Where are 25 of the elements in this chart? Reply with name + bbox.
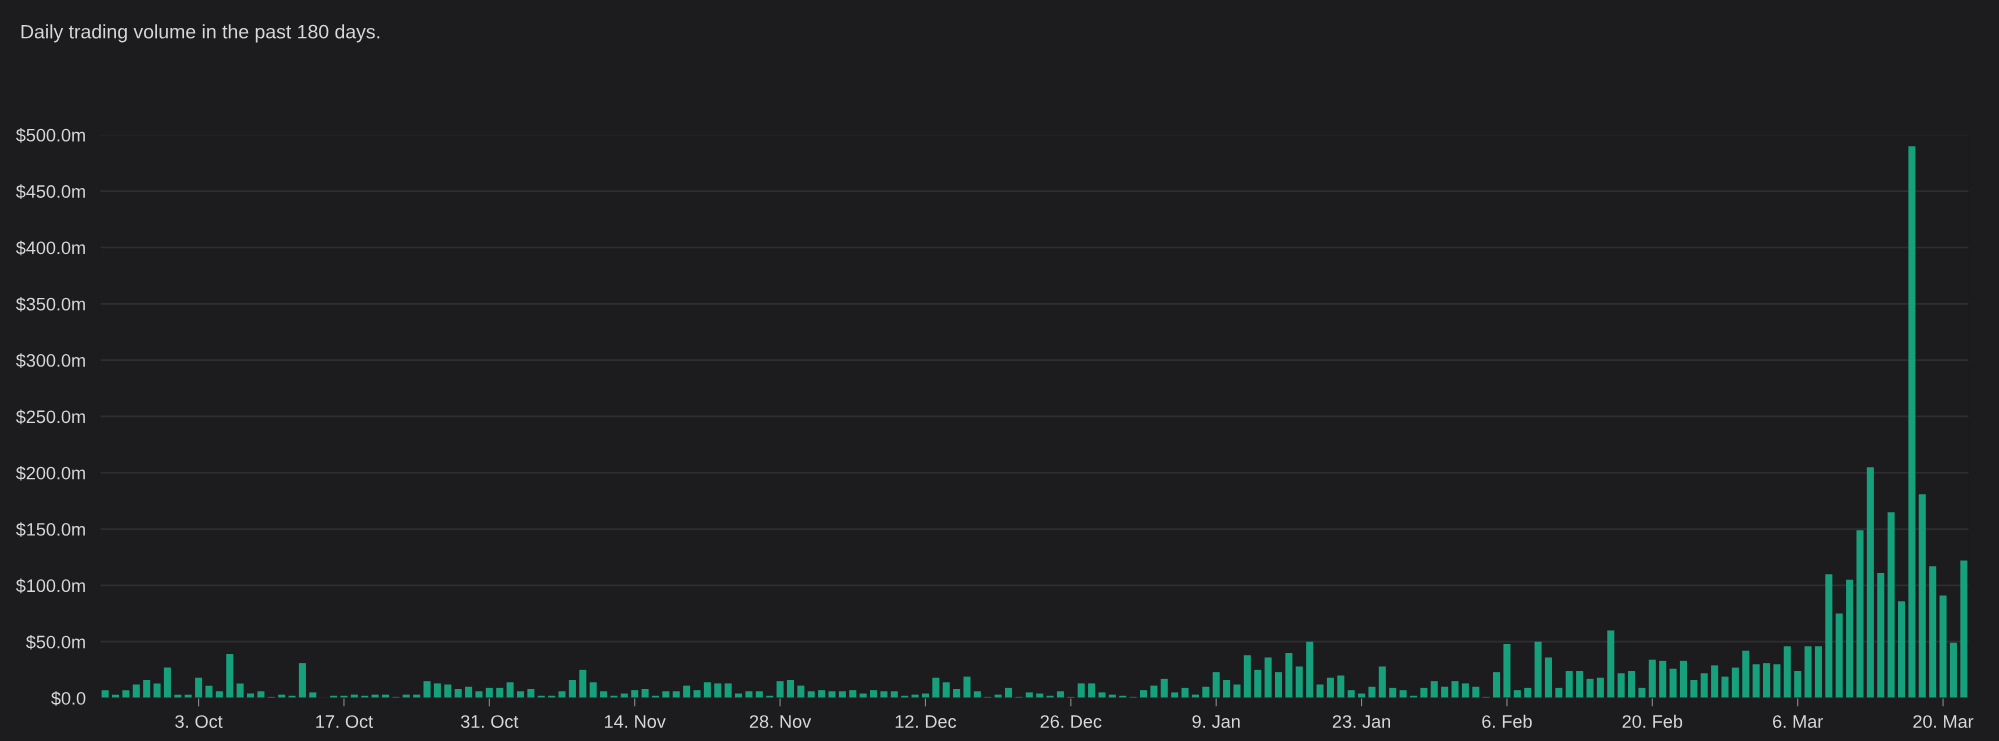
- x-tick-label: 12. Dec: [895, 715, 957, 728]
- x-tick-label: 28. Nov: [749, 715, 812, 728]
- y-tick-label: $350.0m: [16, 296, 85, 312]
- x-tick-label: 26. Dec: [1040, 715, 1102, 728]
- y-tick-label: $400.0m: [16, 240, 85, 256]
- x-tick-label: 6. Feb: [1482, 714, 1532, 728]
- x-tick-label: 6. Mar: [1773, 715, 1823, 728]
- y-tick-label: $50.0m: [26, 634, 85, 650]
- y-tick-label: $200.0m: [16, 465, 85, 481]
- x-tick-label: 14. Nov: [604, 715, 666, 728]
- x-tick-label: 31. Oct: [460, 715, 519, 728]
- chart-title: Daily trading volume in the past 180 days.: [21, 24, 380, 43]
- x-tick-label: 3. Oct: [175, 715, 223, 728]
- y-tick-label: $450.0m: [16, 184, 85, 199]
- x-tick-label: 9. Jan: [1192, 715, 1240, 728]
- x-tick-label: 17. Oct: [316, 715, 373, 728]
- y-tick-label: $500.0m: [16, 128, 85, 143]
- x-tick-label: 20. Mar: [1913, 715, 1974, 728]
- y-tick-label: $100.0m: [16, 578, 85, 594]
- y-tick-label: $300.0m: [16, 353, 85, 368]
- y-tick-label: $250.0m: [16, 409, 85, 425]
- y-tick-label: $150.0m: [16, 522, 85, 537]
- x-tick-label: 23. Jan: [1332, 715, 1391, 728]
- x-tick-label: 20. Feb: [1622, 714, 1683, 728]
- y-tick-label: $0.0: [51, 691, 86, 706]
